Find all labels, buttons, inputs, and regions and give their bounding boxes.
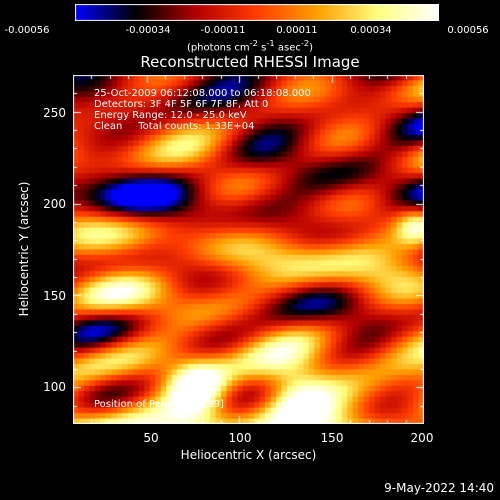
y-tick-label: 200	[43, 197, 66, 211]
y-tick-label: 250	[43, 106, 66, 120]
annotation-energy-range: Energy Range: 12.0 - 25.0 keV	[94, 110, 247, 121]
y-tick-label: 100	[43, 380, 66, 394]
annotation-detectors: Detectors: 3F 4F 5F 6F 7F 8F, Att 0	[94, 99, 269, 110]
colorbar-tick-label: 0.00011	[276, 25, 318, 36]
y-tick-label: 150	[43, 289, 66, 303]
colorbar-tick-label: -0.00056	[4, 25, 50, 36]
x-tick-label: 150	[320, 431, 344, 445]
plot-timestamp: 9-May-2022 14:40	[384, 481, 494, 495]
colorbar-tick-label: -0.00034	[125, 25, 171, 36]
colorbar-tick-label: 0.00034	[350, 25, 392, 36]
colorbar-units: (photons cm-2 s-1 asec-2)	[186, 38, 314, 54]
annotation-time-range: 25-Oct-2009 06:12:08.000 to 06:18:08.000	[94, 88, 311, 99]
y-axis-label: Heliocentric Y (arcsec)	[17, 181, 31, 317]
colorbar	[75, 4, 439, 21]
heatmap-image	[73, 75, 424, 424]
x-axis-label: Heliocentric X (arcsec)	[180, 448, 317, 462]
x-tick-label: 100	[228, 431, 252, 445]
colorbar-tick-label: -0.00011	[200, 25, 246, 36]
colorbar-tick-label: 0.00056	[447, 25, 489, 36]
x-tick-label: 50	[143, 431, 159, 445]
chart-title: Reconstructed RHESSI Image	[140, 53, 360, 71]
x-tick-label: 200	[410, 431, 434, 445]
annotation-peak-position: Position of Peak = [77,99]	[94, 399, 224, 410]
annotation-clean-counts: Clean Total counts: 1.33E+04	[94, 121, 255, 132]
